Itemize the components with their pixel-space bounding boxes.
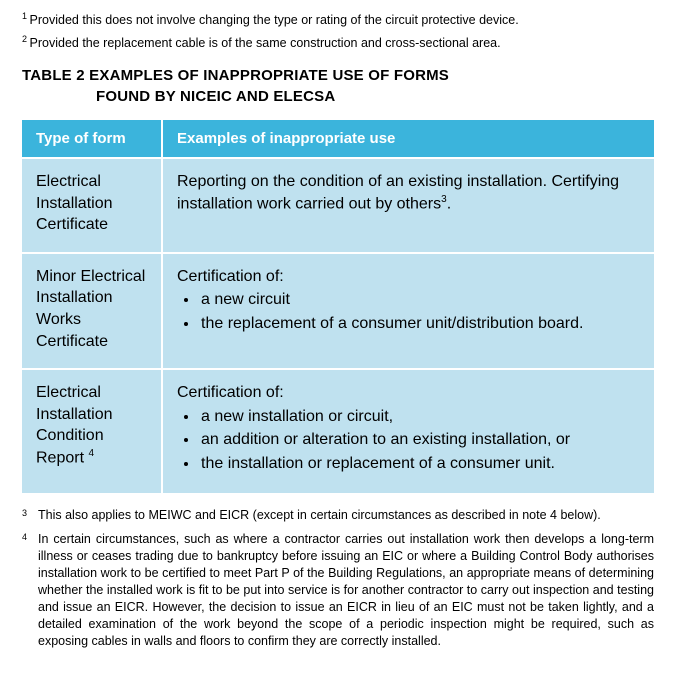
example-bullet-list: a new circuitthe replacement of a consum… bbox=[177, 289, 640, 334]
cell-form-type: Electrical Installation Condition Report… bbox=[22, 369, 162, 492]
form-type-label: Minor Electrical Installation Works Cert… bbox=[36, 268, 145, 350]
example-lead: Certification of: bbox=[177, 384, 284, 401]
list-item: a new installation or circuit, bbox=[199, 406, 640, 428]
footnote: 3This also applies to MEIWC and EICR (ex… bbox=[22, 507, 654, 524]
table-title: TABLE 2 EXAMPLES OF INAPPROPRIATE USE OF… bbox=[22, 65, 654, 109]
cell-examples: Certification of: a new circuitthe replac… bbox=[162, 253, 654, 369]
table-body: Electrical Installation Certificate Repor… bbox=[22, 158, 654, 493]
footnote-marker: 1 bbox=[22, 11, 30, 21]
example-lead: Certification of: bbox=[177, 268, 284, 285]
col-header-type: Type of form bbox=[22, 120, 162, 158]
example-lead: Reporting on the condition of an existin… bbox=[177, 173, 619, 212]
footnote-text: This also applies to MEIWC and EICR (exc… bbox=[38, 507, 654, 524]
list-item: the replacement of a consumer unit/distr… bbox=[199, 313, 640, 335]
example-lead-tail: . bbox=[447, 195, 451, 212]
list-item: an addition or alteration to an existing… bbox=[199, 429, 640, 451]
table-row: Electrical Installation Condition Report… bbox=[22, 369, 654, 492]
table-row: Minor Electrical Installation Works Cert… bbox=[22, 253, 654, 369]
document-page: 1 Provided this does not involve changin… bbox=[0, 0, 676, 678]
footnote-marker: 2 bbox=[22, 34, 30, 44]
list-item: a new circuit bbox=[199, 289, 640, 311]
example-bullet-list: a new installation or circuit,an additio… bbox=[177, 406, 640, 475]
cell-form-type: Electrical Installation Certificate bbox=[22, 158, 162, 253]
footnote: 4In certain circumstances, such as where… bbox=[22, 531, 654, 649]
table-title-line2: FOUND BY NICEIC AND ELECSA bbox=[96, 86, 654, 108]
cell-examples: Certification of: a new installation or c… bbox=[162, 369, 654, 492]
footnote-marker: 4 bbox=[22, 531, 38, 649]
form-type-label: Electrical Installation Condition Report bbox=[36, 384, 113, 466]
footnote-text: Provided the replacement cable is of the… bbox=[30, 36, 501, 50]
form-type-label: Electrical Installation Certificate bbox=[36, 173, 113, 233]
footnote-marker: 3 bbox=[22, 507, 38, 524]
footnote: 1 Provided this does not involve changin… bbox=[22, 10, 654, 29]
cell-form-type: Minor Electrical Installation Works Cert… bbox=[22, 253, 162, 369]
list-item: the installation or replacement of a con… bbox=[199, 453, 640, 475]
footnote-text: Provided this does not involve changing … bbox=[30, 13, 519, 27]
table-header-row: Type of form Examples of inappropriate u… bbox=[22, 120, 654, 158]
superscript-ref: 4 bbox=[88, 448, 94, 459]
forms-table: Type of form Examples of inappropriate u… bbox=[22, 120, 654, 493]
table-row: Electrical Installation Certificate Repor… bbox=[22, 158, 654, 253]
table-title-line1: TABLE 2 EXAMPLES OF INAPPROPRIATE USE OF… bbox=[22, 67, 449, 84]
footnote: 2 Provided the replacement cable is of t… bbox=[22, 33, 654, 52]
cell-examples: Reporting on the condition of an existin… bbox=[162, 158, 654, 253]
col-header-examples: Examples of inappropriate use bbox=[162, 120, 654, 158]
footnote-text: In certain circumstances, such as where … bbox=[38, 531, 654, 649]
top-footnotes: 1 Provided this does not involve changin… bbox=[22, 10, 654, 53]
bottom-footnotes: 3This also applies to MEIWC and EICR (ex… bbox=[22, 507, 654, 650]
